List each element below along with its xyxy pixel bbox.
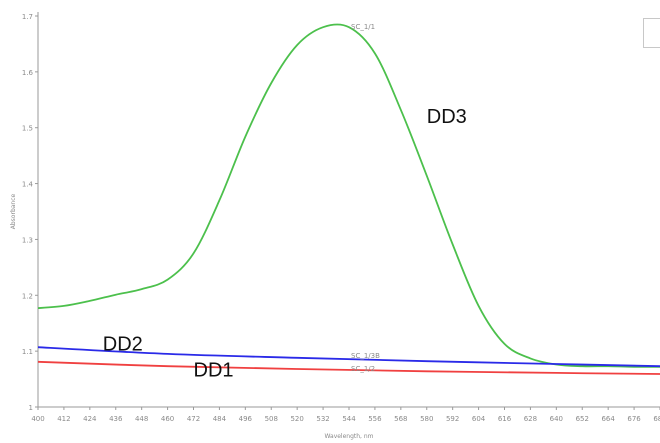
x-tick-label: 580	[420, 415, 433, 423]
peak-label: SC_1/1	[351, 23, 375, 31]
x-tick-label: 616	[498, 415, 512, 423]
x-tick-label: 640	[550, 415, 563, 423]
series-label-dd1: DD1	[194, 359, 234, 381]
x-tick-label: 676	[627, 415, 641, 423]
x-tick-label: 544	[342, 415, 356, 423]
x-tick-label: 496	[239, 415, 253, 423]
x-tick-label: 508	[265, 415, 278, 423]
x-tick-label: 664	[601, 415, 615, 423]
x-tick-label: 448	[135, 415, 148, 423]
x-tick-label: 688	[653, 415, 660, 423]
peak-label: SC_1/3B	[351, 352, 380, 360]
y-tick-label: 1	[29, 404, 33, 412]
x-tick-label: 568	[394, 415, 407, 423]
y-tick-label: 1.5	[22, 125, 33, 133]
series-line-dd2	[37, 346, 660, 368]
x-tick-label: 460	[161, 415, 174, 423]
y-axis-title: Absorbance	[10, 193, 17, 229]
x-tick-label: 412	[57, 415, 70, 423]
peak-annotations: SC_1/1 SC_1/3B SC_1/2	[351, 23, 380, 373]
x-tick-label: 436	[109, 415, 123, 423]
x-tick-label: 628	[524, 415, 537, 423]
x-tick-label: 484	[213, 415, 227, 423]
series-labels: DD3 DD2 DD1	[103, 106, 467, 381]
x-tick-label: 556	[368, 415, 382, 423]
y-tick-label: 1.7	[22, 13, 33, 21]
series-lines	[37, 23, 660, 375]
peak-label: SC_1/2	[351, 365, 375, 373]
x-tick-label: 592	[446, 415, 459, 423]
y-tick-label: 1.3	[22, 236, 33, 244]
x-tick-label: 520	[290, 415, 303, 423]
x-tick-label: 400	[31, 415, 44, 423]
x-tick-label: 532	[316, 415, 329, 423]
y-tick-label: 1.6	[22, 69, 34, 77]
y-tick-label: 1.2	[22, 292, 33, 300]
x-axis-title: Wavelength, nm	[324, 433, 373, 440]
y-tick-label: 1.1	[22, 348, 33, 356]
legend-box	[643, 18, 660, 48]
x-tick-label: 424	[83, 415, 97, 423]
series-line-dd3	[37, 23, 660, 368]
x-tick-label: 652	[576, 415, 589, 423]
series-line-dd1	[37, 360, 660, 375]
y-tick-labels: 1.7 1.6 1.5 1.4 1.3 1.2 1.1 1	[22, 13, 38, 412]
x-tick-labels: 400 412 424 436 448 460 472 484 496 508 520 532 544 5…	[31, 407, 660, 423]
x-tick-label: 472	[187, 415, 200, 423]
x-tick-label: 604	[472, 415, 486, 423]
series-label-dd2: DD2	[103, 334, 143, 356]
y-tick-label: 1.4	[22, 181, 34, 189]
series-label-dd3: DD3	[427, 106, 467, 128]
